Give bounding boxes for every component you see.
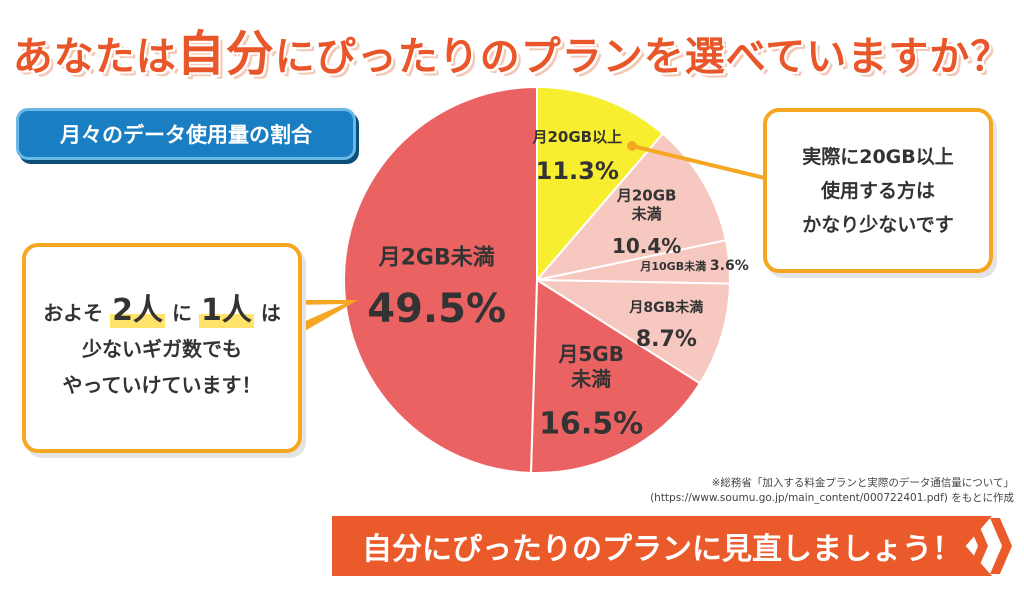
slice-value-label: 49.5% [367, 286, 506, 332]
callout-left-text-a: およそ [43, 301, 104, 325]
slice-value-label: 11.3% [536, 157, 619, 185]
headline-part3: にぴったりのプランを選べていますか？ [274, 34, 1012, 80]
callout-left-text-c: は [260, 301, 281, 325]
source-line2: (https://www.soumu.go.jp/main_content/00… [650, 492, 1014, 504]
callout-left-tail-inner [294, 304, 344, 326]
callout-right-line1: 実際に20GB以上 [802, 145, 954, 168]
slice-name-label: 月20GB [616, 186, 677, 204]
slice-value-label: 8.7% [636, 327, 697, 352]
callout-left-text-b: に [172, 301, 192, 325]
callout-left: およそ 2人 に 1人 は 少ないギガ数でも やっていけています！ [22, 243, 302, 453]
slice-name-label: 月8GB未満 [628, 299, 703, 316]
callout-pointer-dot [627, 141, 637, 151]
callout-left-line3: やっていけています！ [62, 373, 262, 397]
pie-slice [533, 278, 731, 385]
slice-name-label: 未満 [631, 205, 662, 223]
pie-slice [343, 85, 538, 474]
slice-name-label: 月20GB以上 [531, 128, 622, 146]
callout-right: 実際に20GB以上 使用する方は かなり少ないです [763, 108, 993, 273]
slice-label: 月10GB未満 3.6% [639, 258, 748, 274]
callout-right-line2: 使用する方は [820, 179, 935, 202]
callout-left-line1: およそ 2人 に 1人 は [43, 293, 281, 331]
callout-right-line3: かなり少ないです [802, 213, 954, 236]
source-line1: ※総務省「加入する料金プランと実際のデータ通信量について」 [711, 477, 1014, 489]
chart-title-pill: 月々のデータ使用量の割合 [16, 108, 356, 160]
cta-banner: 自分にぴったりのプランに見直しましょう！ [332, 516, 992, 576]
slice-name-label: 未満 [571, 367, 611, 391]
headline-part1: あなたは [12, 34, 177, 80]
slice-name-label: 月5GB [557, 342, 624, 366]
callout-pointer-line [631, 144, 766, 180]
callout-left-highlight-2: 1人 [198, 293, 254, 328]
callout-left-line2: 少ないギガ数でも [82, 337, 242, 361]
source-note: ※総務省「加入する料金プランと実際のデータ通信量について」 (https://w… [624, 476, 1014, 506]
slice-value-label: 10.4% [612, 234, 681, 258]
headline: あなたは自分にぴったりのプランを選べていますか？ [0, 14, 1024, 84]
slice-value-label: 16.5% [539, 406, 643, 441]
pie-slice [536, 85, 665, 283]
pie-slice [534, 132, 728, 282]
slice-name-label: 月2GB未満 [378, 245, 495, 271]
callout-left-highlight-1: 2人 [110, 293, 166, 328]
headline-part2: 自分 [176, 26, 275, 82]
pie-slice [529, 278, 702, 474]
